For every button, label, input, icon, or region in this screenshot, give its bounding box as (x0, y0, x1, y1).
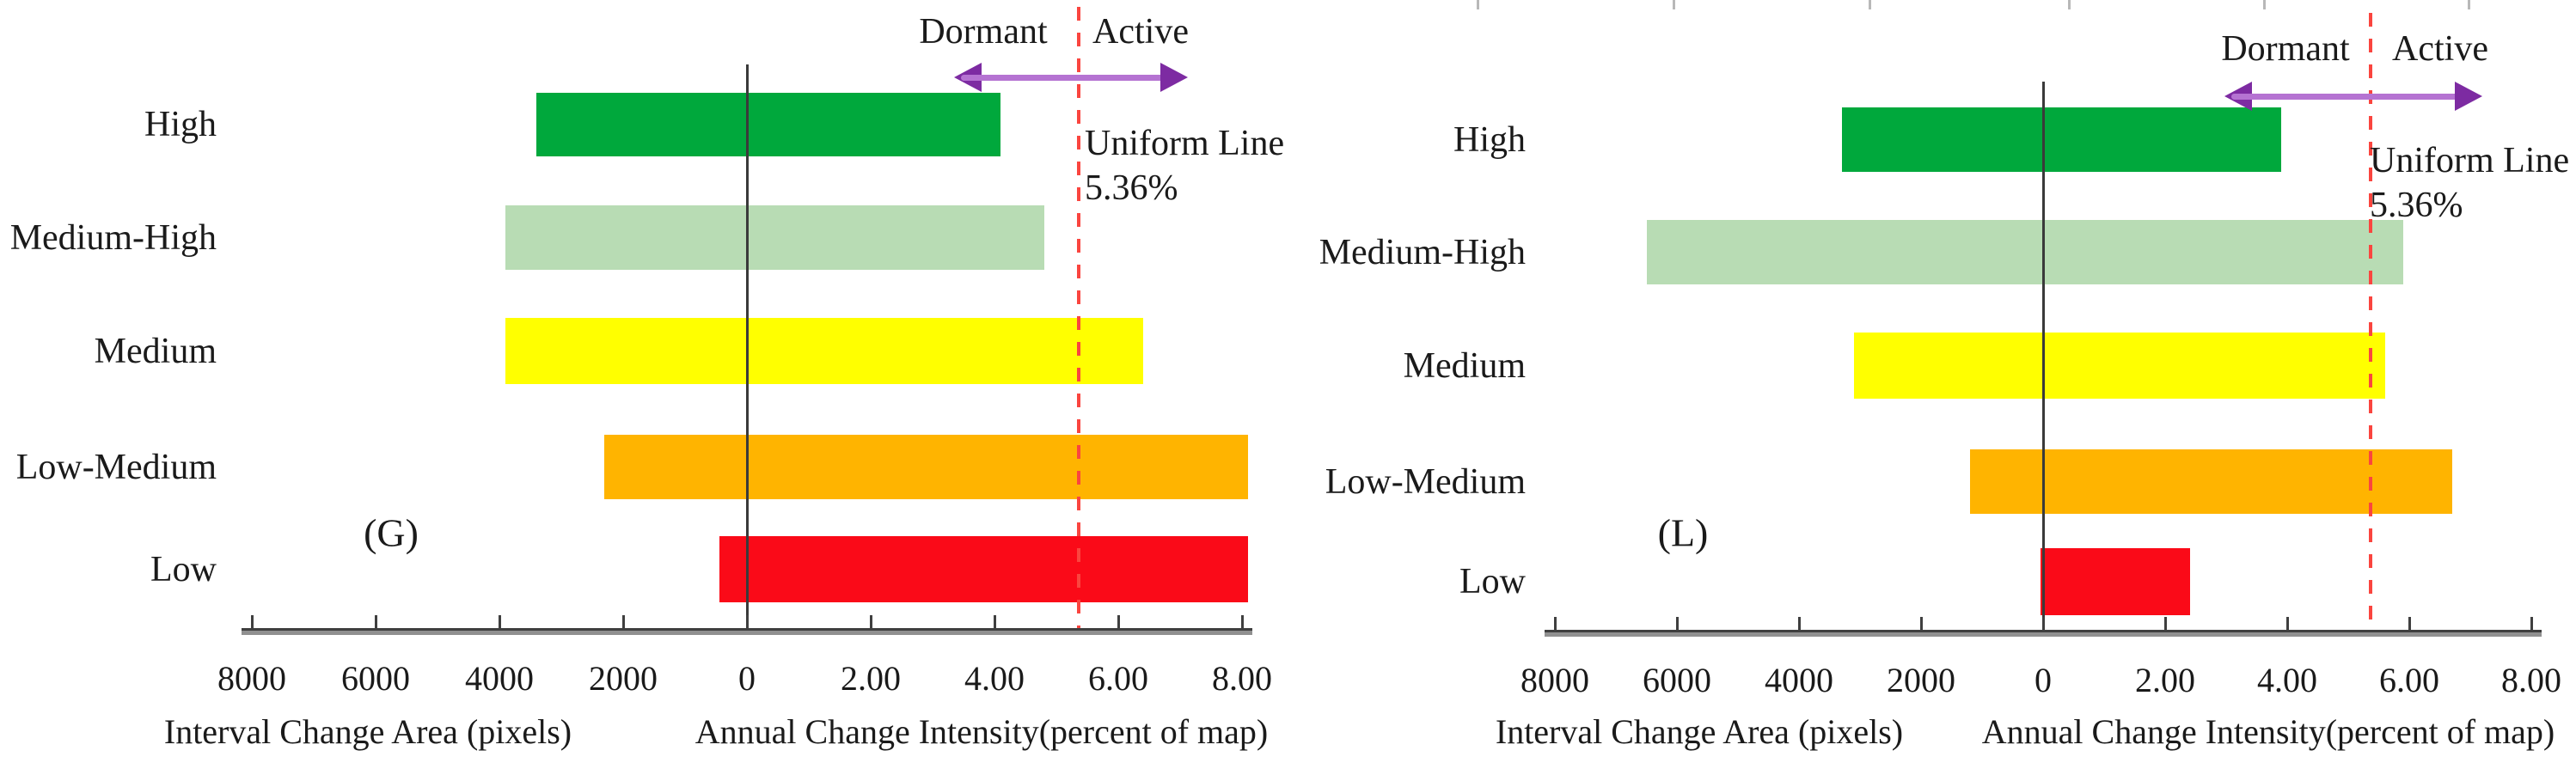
arrow-shaft (961, 75, 1181, 81)
x-axis-right-caption: Annual Change Intensity(percent of map) (1981, 712, 2555, 751)
arrow-shaft (2231, 94, 2475, 100)
arrow-right-icon (2455, 82, 2482, 111)
x-tick-mark (1675, 617, 1679, 631)
bar-low (719, 536, 1249, 602)
x-axis-left-caption: Interval Change Area (pixels) (163, 712, 572, 751)
top-tick-mark (1673, 0, 1675, 9)
category-label: High (144, 105, 217, 144)
x-axis-tick-labels: 8000 6000 4000 2000 0 2.00 4.00 6.00 8.00 (1288, 0, 2576, 769)
x-axis-line (1545, 630, 2542, 637)
x-tick-label: 6.00 (1088, 659, 1148, 698)
category-label: Medium-High (1319, 232, 1526, 272)
category-label: Low-Medium (15, 447, 217, 487)
bar-medium-high (1646, 220, 2403, 284)
x-tick-mark (2285, 617, 2289, 631)
zero-axis-line (745, 64, 749, 628)
uniform-line-value: 5.36% (1085, 168, 1178, 208)
x-tick-mark (869, 615, 872, 629)
top-tick-marks (1288, 0, 2576, 769)
x-tick-mark (498, 615, 501, 629)
x-tick-mark (2163, 617, 2167, 631)
bars (1288, 0, 2576, 769)
x-axis-tick-labels: 8000 6000 4000 2000 0 2.00 4.00 6.00 8.00 (217, 659, 1272, 698)
x-tick-label: 8000 (217, 659, 286, 698)
uniform-line-label: Uniform Line (1085, 124, 1285, 163)
x-axis-right-caption: Annual Change Intensity(percent of map) (694, 712, 1269, 751)
bar-low-medium (604, 435, 1249, 499)
category-label: Medium (94, 331, 217, 371)
x-tick-mark (374, 615, 377, 629)
x-tick-label: 8.00 (1212, 659, 1272, 698)
active-label: Active (2392, 29, 2488, 69)
uniform-dashed-line (2369, 13, 2372, 630)
chart-panel-g: High Medium-High Medium Low-Medium Low Dorma… (0, 0, 1288, 769)
top-tick-mark (2068, 0, 2071, 9)
x-tick-label: 4.00 (964, 659, 1025, 698)
bar-low (2040, 548, 2190, 615)
x-tick-label: 0 (2034, 661, 2052, 699)
x-tick-label: 2000 (1887, 661, 1955, 699)
x-axis-ticks (250, 615, 1244, 629)
top-tick-mark (2468, 0, 2470, 9)
bars (505, 93, 1249, 602)
top-tick-mark (2263, 0, 2266, 9)
uniform-line-value: 5.36% (2370, 186, 2463, 225)
bar-medium (1853, 333, 2385, 399)
zero-axis-line (2041, 82, 2045, 630)
bar-medium-high (505, 205, 1044, 270)
x-tick-mark (1117, 615, 1120, 629)
category-label: Low-Medium (1325, 461, 1526, 502)
x-tick-label: 6000 (1643, 661, 1711, 699)
x-tick-label: 4.00 (2257, 661, 2317, 699)
uniform-line-label: Uniform Line (2370, 141, 2570, 180)
dormant-label: Dormant (2221, 29, 2350, 69)
x-tick-label: 6.00 (2379, 661, 2439, 699)
dormant-label: Dormant (919, 12, 1048, 52)
top-tick-mark (1477, 0, 1479, 9)
arrow-right-icon (1160, 63, 1188, 92)
x-tick-label: 2.00 (2135, 661, 2195, 699)
active-label: Active (1092, 12, 1189, 52)
top-tick-mark (1869, 0, 1871, 9)
x-tick-label: 0 (738, 659, 756, 698)
bar-medium (505, 318, 1143, 384)
panel-letter: (G) (364, 510, 419, 555)
dormant-active-arrow (2224, 82, 2482, 111)
x-axis-line (242, 628, 1252, 635)
category-label: Medium (1403, 345, 1526, 386)
uniform-dashed-line (1077, 7, 1080, 628)
panel-letter: (L) (1657, 510, 1709, 555)
x-axis-left-caption: Interval Change Area (pixels) (1495, 712, 1904, 751)
x-tick-label: 8.00 (2501, 661, 2561, 699)
x-tick-label: 2.00 (841, 659, 901, 698)
category-labels: High Medium-High Medium Low-Medium Low (9, 105, 217, 589)
x-tick-label: 6000 (341, 659, 410, 698)
category-label: Low (150, 549, 217, 589)
x-tick-label: 8000 (1521, 661, 1589, 699)
bar-high (536, 93, 1001, 156)
x-axis-ticks (1288, 0, 2576, 769)
x-tick-mark (1240, 615, 1244, 629)
category-label: Medium-High (9, 217, 217, 258)
x-tick-mark (2408, 617, 2411, 631)
category-label: Low (1459, 562, 1526, 601)
chart-panel-l: High Medium-High Medium Low-Medium Low Dorma… (1288, 0, 2576, 769)
x-tick-label: 4000 (465, 659, 534, 698)
x-tick-mark (2530, 617, 2533, 631)
bar-high (1841, 107, 2281, 172)
x-tick-mark (250, 615, 254, 629)
category-labels: High Medium-High Medium Low-Medium Low (1288, 0, 2576, 769)
x-tick-label: 2000 (589, 659, 658, 698)
top-tick-marks (0, 0, 1288, 769)
x-tick-mark (993, 615, 996, 629)
category-label: High (1453, 119, 1526, 160)
dormant-active-arrow (954, 63, 1188, 92)
x-tick-mark (1553, 617, 1557, 631)
x-tick-mark (621, 615, 625, 629)
x-tick-mark (1919, 617, 1923, 631)
x-tick-label: 4000 (1765, 661, 1833, 699)
x-tick-mark (1797, 617, 1801, 631)
